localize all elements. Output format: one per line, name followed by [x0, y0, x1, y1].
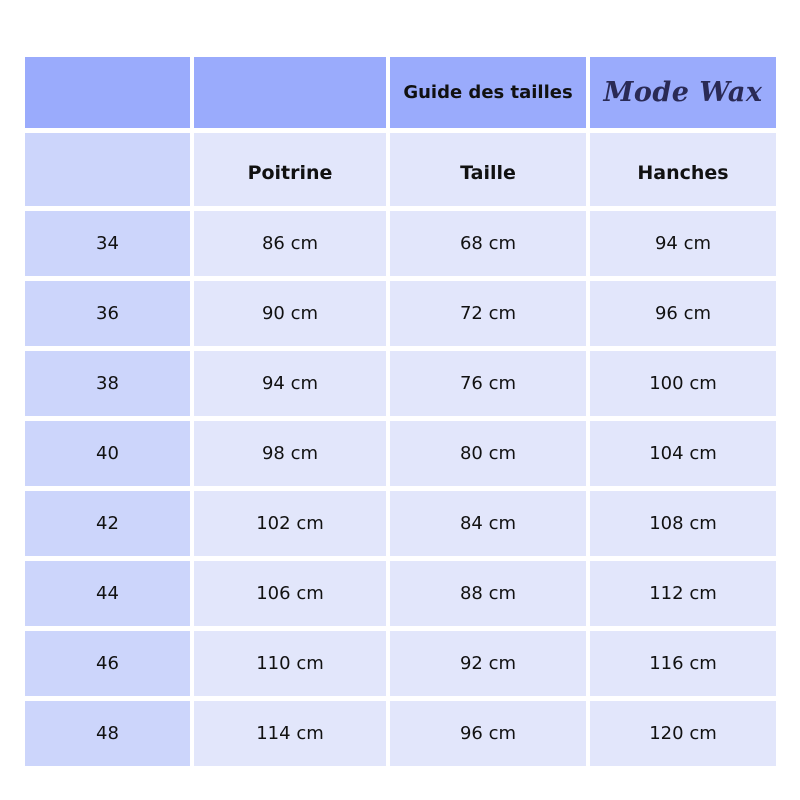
taille-cell: 80 cm: [390, 421, 586, 486]
size-cell: 42: [25, 491, 190, 556]
hanches-cell: 100 cm: [590, 351, 776, 416]
poitrine-cell: 114 cm: [194, 701, 386, 766]
size-cell: 44: [25, 561, 190, 626]
poitrine-cell: 90 cm: [194, 281, 386, 346]
poitrine-cell: 110 cm: [194, 631, 386, 696]
header-empty-cell: [194, 57, 386, 128]
hanches-cell: 120 cm: [590, 701, 776, 766]
size-cell: 46: [25, 631, 190, 696]
poitrine-cell: 94 cm: [194, 351, 386, 416]
column-header-taille: Taille: [390, 133, 586, 206]
size-guide-table: Guide des tailles Mode Wax Poitrine Tail…: [25, 57, 776, 766]
hanches-cell: 112 cm: [590, 561, 776, 626]
poitrine-cell: 106 cm: [194, 561, 386, 626]
hanches-cell: 94 cm: [590, 211, 776, 276]
hanches-cell: 108 cm: [590, 491, 776, 556]
header-empty-cell: [25, 57, 190, 128]
brand-logo: Mode Wax: [590, 57, 776, 128]
table-title: Guide des tailles: [390, 57, 586, 128]
size-cell: 34: [25, 211, 190, 276]
hanches-cell: 96 cm: [590, 281, 776, 346]
taille-cell: 72 cm: [390, 281, 586, 346]
poitrine-cell: 86 cm: [194, 211, 386, 276]
taille-cell: 96 cm: [390, 701, 586, 766]
column-header-hanches: Hanches: [590, 133, 776, 206]
column-header-poitrine: Poitrine: [194, 133, 386, 206]
taille-cell: 76 cm: [390, 351, 586, 416]
size-cell: 40: [25, 421, 190, 486]
size-cell: 48: [25, 701, 190, 766]
size-cell: 36: [25, 281, 190, 346]
hanches-cell: 116 cm: [590, 631, 776, 696]
column-header-empty: [25, 133, 190, 206]
size-cell: 38: [25, 351, 190, 416]
hanches-cell: 104 cm: [590, 421, 776, 486]
poitrine-cell: 98 cm: [194, 421, 386, 486]
taille-cell: 68 cm: [390, 211, 586, 276]
taille-cell: 88 cm: [390, 561, 586, 626]
poitrine-cell: 102 cm: [194, 491, 386, 556]
taille-cell: 92 cm: [390, 631, 586, 696]
taille-cell: 84 cm: [390, 491, 586, 556]
